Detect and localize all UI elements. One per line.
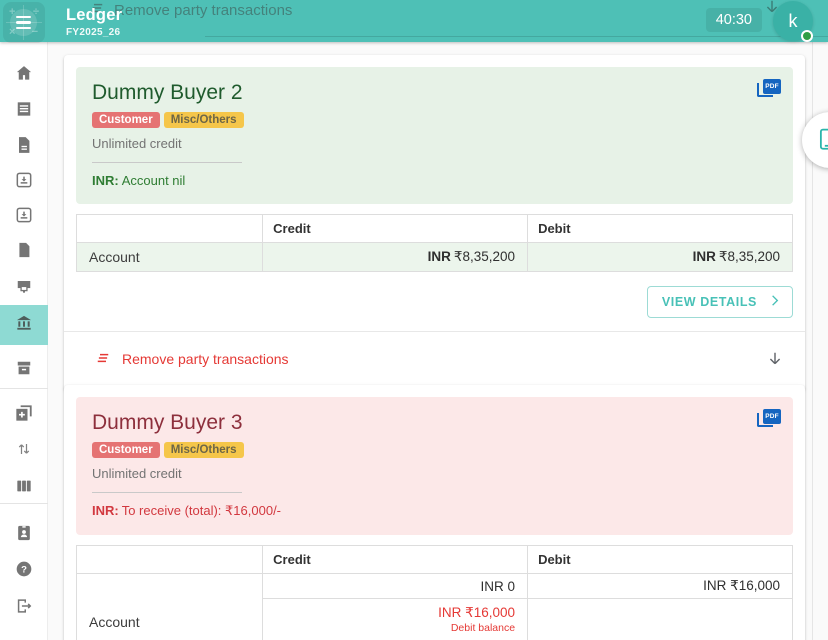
balance-row: Account INR 0 INR ₹16,000 [77, 574, 793, 599]
session-timer: 40:30 [706, 8, 762, 32]
sidebar-item-bank[interactable] [0, 305, 48, 345]
sidebar-item-help[interactable]: ? [0, 553, 48, 589]
row-label: Account [77, 243, 263, 272]
export-pdf-button[interactable]: PDF [757, 79, 781, 100]
inbox-download-icon-2 [14, 205, 34, 230]
remove-strikethrough-icon [94, 349, 112, 370]
pdf-icon: PDF [763, 79, 781, 94]
sidebar-item-inbox-in-2[interactable] [0, 199, 48, 235]
category-badge: Misc/Others [164, 442, 244, 458]
party-card-dummy-buyer-3: Dummy Buyer 3 Customer Misc/Others Unlim… [64, 385, 805, 640]
hamburger-icon [10, 9, 37, 36]
chevron-right-icon [767, 293, 782, 311]
menu-button[interactable]: + ÷ × − [3, 2, 45, 43]
pdf-icon: PDF [763, 409, 781, 424]
sidebar-item-columns[interactable] [0, 470, 48, 506]
import-export-icon [14, 439, 34, 464]
archive-icon [14, 358, 34, 383]
balance-summary: INR:To receive (total): ₹16,000/- [92, 503, 777, 519]
empty-header-cell [77, 546, 263, 574]
sidebar-item-logout[interactable] [0, 590, 48, 626]
columns-icon [14, 476, 34, 501]
currency-label: INR: [92, 173, 119, 188]
row-label: Account [77, 574, 263, 640]
sidebar-item-profile[interactable] [0, 517, 48, 553]
customer-badge: Customer [92, 442, 160, 458]
panel-divider [92, 492, 242, 493]
receipt-icon [14, 99, 34, 124]
app-header: Remove party transactions + ÷ × − Ledger… [0, 0, 828, 42]
remove-party-transactions-row[interactable]: Remove party transactions [76, 332, 793, 379]
printer-icon [14, 276, 34, 301]
account-balance-table: Credit Debit Account INR₹8,35,200 INR₹8,… [76, 214, 793, 272]
account-balance-table: Credit Debit Account INR 0 INR ₹16,000 I… [76, 545, 793, 640]
id-badge-icon [14, 523, 34, 548]
financial-year-label: FY2025_26 [66, 27, 120, 38]
card-actions: VIEW DETAILS [76, 272, 793, 331]
party-summary-panel: Dummy Buyer 2 Customer Misc/Others Unlim… [76, 67, 793, 204]
debit-amount: INR ₹16,000 [528, 574, 793, 599]
currency-label: INR: [92, 503, 119, 518]
debit-amount [528, 599, 793, 640]
account-row: Account INR₹8,35,200 INR₹8,35,200 [77, 243, 793, 272]
category-badge: Misc/Others [164, 112, 244, 128]
main-content: Dummy Buyer 2 Customer Misc/Others Unlim… [48, 42, 828, 640]
credit-amount: INR 0 [263, 574, 528, 599]
sidebar-item-inbox-in[interactable] [0, 164, 48, 200]
sidebar-divider-2 [0, 503, 48, 504]
avatar[interactable]: k [773, 1, 813, 41]
credit-header: Credit [263, 546, 528, 574]
avatar-initial: k [789, 11, 798, 32]
sidebar-item-archive[interactable] [0, 352, 48, 388]
credit-limit-note: Unlimited credit [92, 466, 777, 481]
customer-badge: Customer [92, 112, 160, 128]
credit-limit-note: Unlimited credit [92, 136, 777, 151]
debit-balance-note: Debit balance [275, 622, 515, 634]
svg-text:?: ? [21, 564, 27, 575]
remove-label: Remove party transactions [122, 351, 289, 367]
table-header-row: Credit Debit [77, 546, 793, 574]
party-badges: Customer Misc/Others [92, 112, 777, 128]
sidebar-item-transfers[interactable] [0, 433, 48, 469]
sidebar-item-add-new[interactable] [0, 397, 48, 433]
page-title: Ledger [66, 6, 122, 25]
empty-header-cell [77, 215, 263, 243]
sidebar-divider [0, 388, 48, 389]
online-status-dot [801, 30, 813, 42]
add-box-icon [14, 403, 34, 428]
export-pdf-button[interactable]: PDF [757, 409, 781, 430]
logout-icon [14, 596, 34, 621]
ghost-remove-label: Remove party transactions [114, 2, 292, 19]
table-header-row: Credit Debit [77, 215, 793, 243]
party-summary-panel: Dummy Buyer 3 Customer Misc/Others Unlim… [76, 397, 793, 535]
party-card-dummy-buyer-2: Dummy Buyer 2 Customer Misc/Others Unlim… [64, 55, 805, 391]
credit-amount: INR ₹16,000 Debit balance [263, 599, 528, 640]
help-icon: ? [14, 559, 34, 584]
bank-icon [14, 313, 34, 338]
file-icon [14, 240, 34, 265]
sidebar-item-ledger[interactable] [0, 93, 48, 129]
inbox-download-icon [14, 170, 34, 195]
sidebar-item-printer[interactable] [0, 270, 48, 306]
party-name: Dummy Buyer 3 [92, 411, 777, 435]
home-icon [14, 63, 34, 88]
document-icon [14, 135, 34, 160]
sidebar: ? [0, 42, 48, 640]
debit-amount: INR₹8,35,200 [528, 243, 793, 272]
panel-divider [92, 162, 242, 163]
app-window: Remove party transactions + ÷ × − Ledger… [0, 0, 828, 640]
credit-header: Credit [263, 215, 528, 243]
debit-header: Debit [528, 546, 793, 574]
debit-header: Debit [528, 215, 793, 243]
collapse-arrow-button[interactable] [763, 347, 787, 371]
sidebar-item-files[interactable] [0, 234, 48, 270]
sidebar-item-documents[interactable] [0, 129, 48, 165]
scrolled-card-edge-ghost [205, 36, 828, 37]
balance-summary: INR:Account nil [92, 173, 777, 188]
sidebar-item-home[interactable] [0, 57, 48, 93]
party-badges: Customer Misc/Others [92, 442, 777, 458]
party-name: Dummy Buyer 2 [92, 81, 777, 105]
credit-amount: INR₹8,35,200 [263, 243, 528, 272]
view-details-button[interactable]: VIEW DETAILS [647, 286, 793, 318]
